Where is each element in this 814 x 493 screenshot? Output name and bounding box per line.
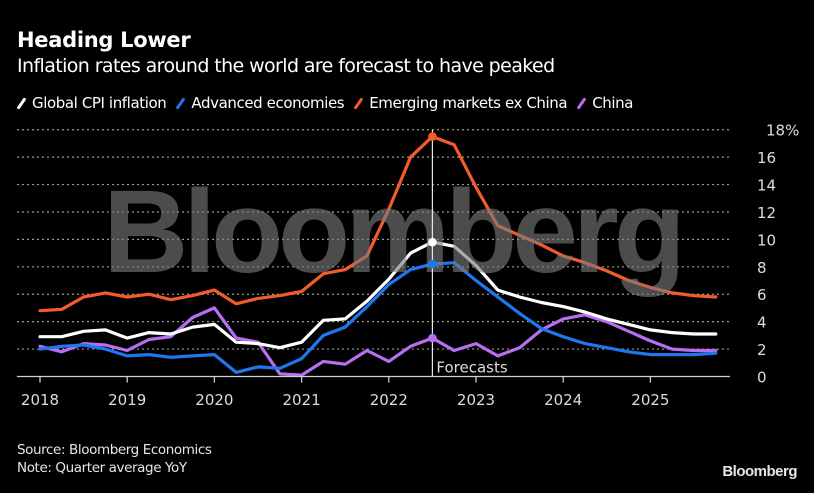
legend-label-global: Global CPI inflation bbox=[32, 94, 167, 112]
y-tick-label: 0 bbox=[757, 369, 767, 387]
footer-notes: Source: Bloomberg Economics Note: Quarte… bbox=[17, 441, 212, 477]
forecast-label: Forecasts bbox=[436, 359, 507, 377]
x-tick-label: 2025 bbox=[631, 391, 669, 409]
chart-subtitle: Inflation rates around the world are for… bbox=[17, 55, 555, 77]
y-axis-labels: 0 2 4 6 8 10 12 14 16 18% bbox=[757, 122, 799, 387]
bloomberg-logo: Bloomberg bbox=[722, 463, 797, 480]
legend-item-advanced: Advanced economies bbox=[175, 94, 345, 112]
forecast-marker bbox=[428, 237, 437, 247]
forecast-marker bbox=[428, 333, 437, 343]
y-tick-label: 10 bbox=[757, 231, 776, 249]
chart-title: Heading Lower bbox=[17, 28, 191, 52]
y-tick-label: 14 bbox=[757, 177, 776, 195]
series-line-advanced-economies bbox=[38, 261, 718, 374]
x-tick-label: 2021 bbox=[283, 391, 321, 409]
legend-item-global: Global CPI inflation bbox=[16, 94, 167, 112]
y-tick-label: 12 bbox=[757, 204, 776, 222]
watermark-text: Bloomberg bbox=[103, 166, 681, 298]
y-tick-label: 18% bbox=[766, 122, 799, 140]
series-lines bbox=[38, 135, 718, 377]
x-tick-label: 2019 bbox=[108, 391, 146, 409]
y-tick-label: 16 bbox=[757, 149, 776, 167]
y-tick-label: 4 bbox=[757, 314, 767, 332]
y-tick-label: 8 bbox=[757, 259, 767, 277]
legend-item-emerging: Emerging markets ex China bbox=[353, 94, 568, 112]
axes bbox=[17, 375, 730, 383]
forecast-markers bbox=[428, 132, 437, 343]
series-line-emerging-markets-ex-china bbox=[38, 135, 718, 313]
legend: Global CPI inflation Advanced economies … bbox=[16, 94, 643, 112]
x-tick-label: 2022 bbox=[370, 391, 408, 409]
legend-label-china: China bbox=[592, 94, 634, 112]
source-note: Source: Bloomberg Economics bbox=[17, 442, 212, 458]
legend-label-advanced: Advanced economies bbox=[191, 94, 345, 112]
x-tick-label: 2020 bbox=[195, 391, 233, 409]
x-tick-label: 2018 bbox=[21, 391, 59, 409]
methodology-note: Note: Quarter average YoY bbox=[17, 460, 187, 476]
series-line-china bbox=[38, 306, 718, 377]
legend-label-emerging: Emerging markets ex China bbox=[369, 94, 568, 112]
y-tick-label: 2 bbox=[757, 341, 767, 359]
x-tick-label: 2024 bbox=[544, 391, 582, 409]
y-tick-label: 6 bbox=[757, 286, 767, 304]
x-axis-labels: 2018 2019 2020 2021 2022 2023 2024 2025 bbox=[21, 391, 670, 409]
x-tick-label: 2023 bbox=[457, 391, 495, 409]
forecast-marker bbox=[428, 132, 437, 141]
series-line-global-cpi-inflation bbox=[38, 240, 718, 350]
legend-item-china: China bbox=[576, 94, 634, 112]
forecast-marker bbox=[428, 259, 437, 269]
